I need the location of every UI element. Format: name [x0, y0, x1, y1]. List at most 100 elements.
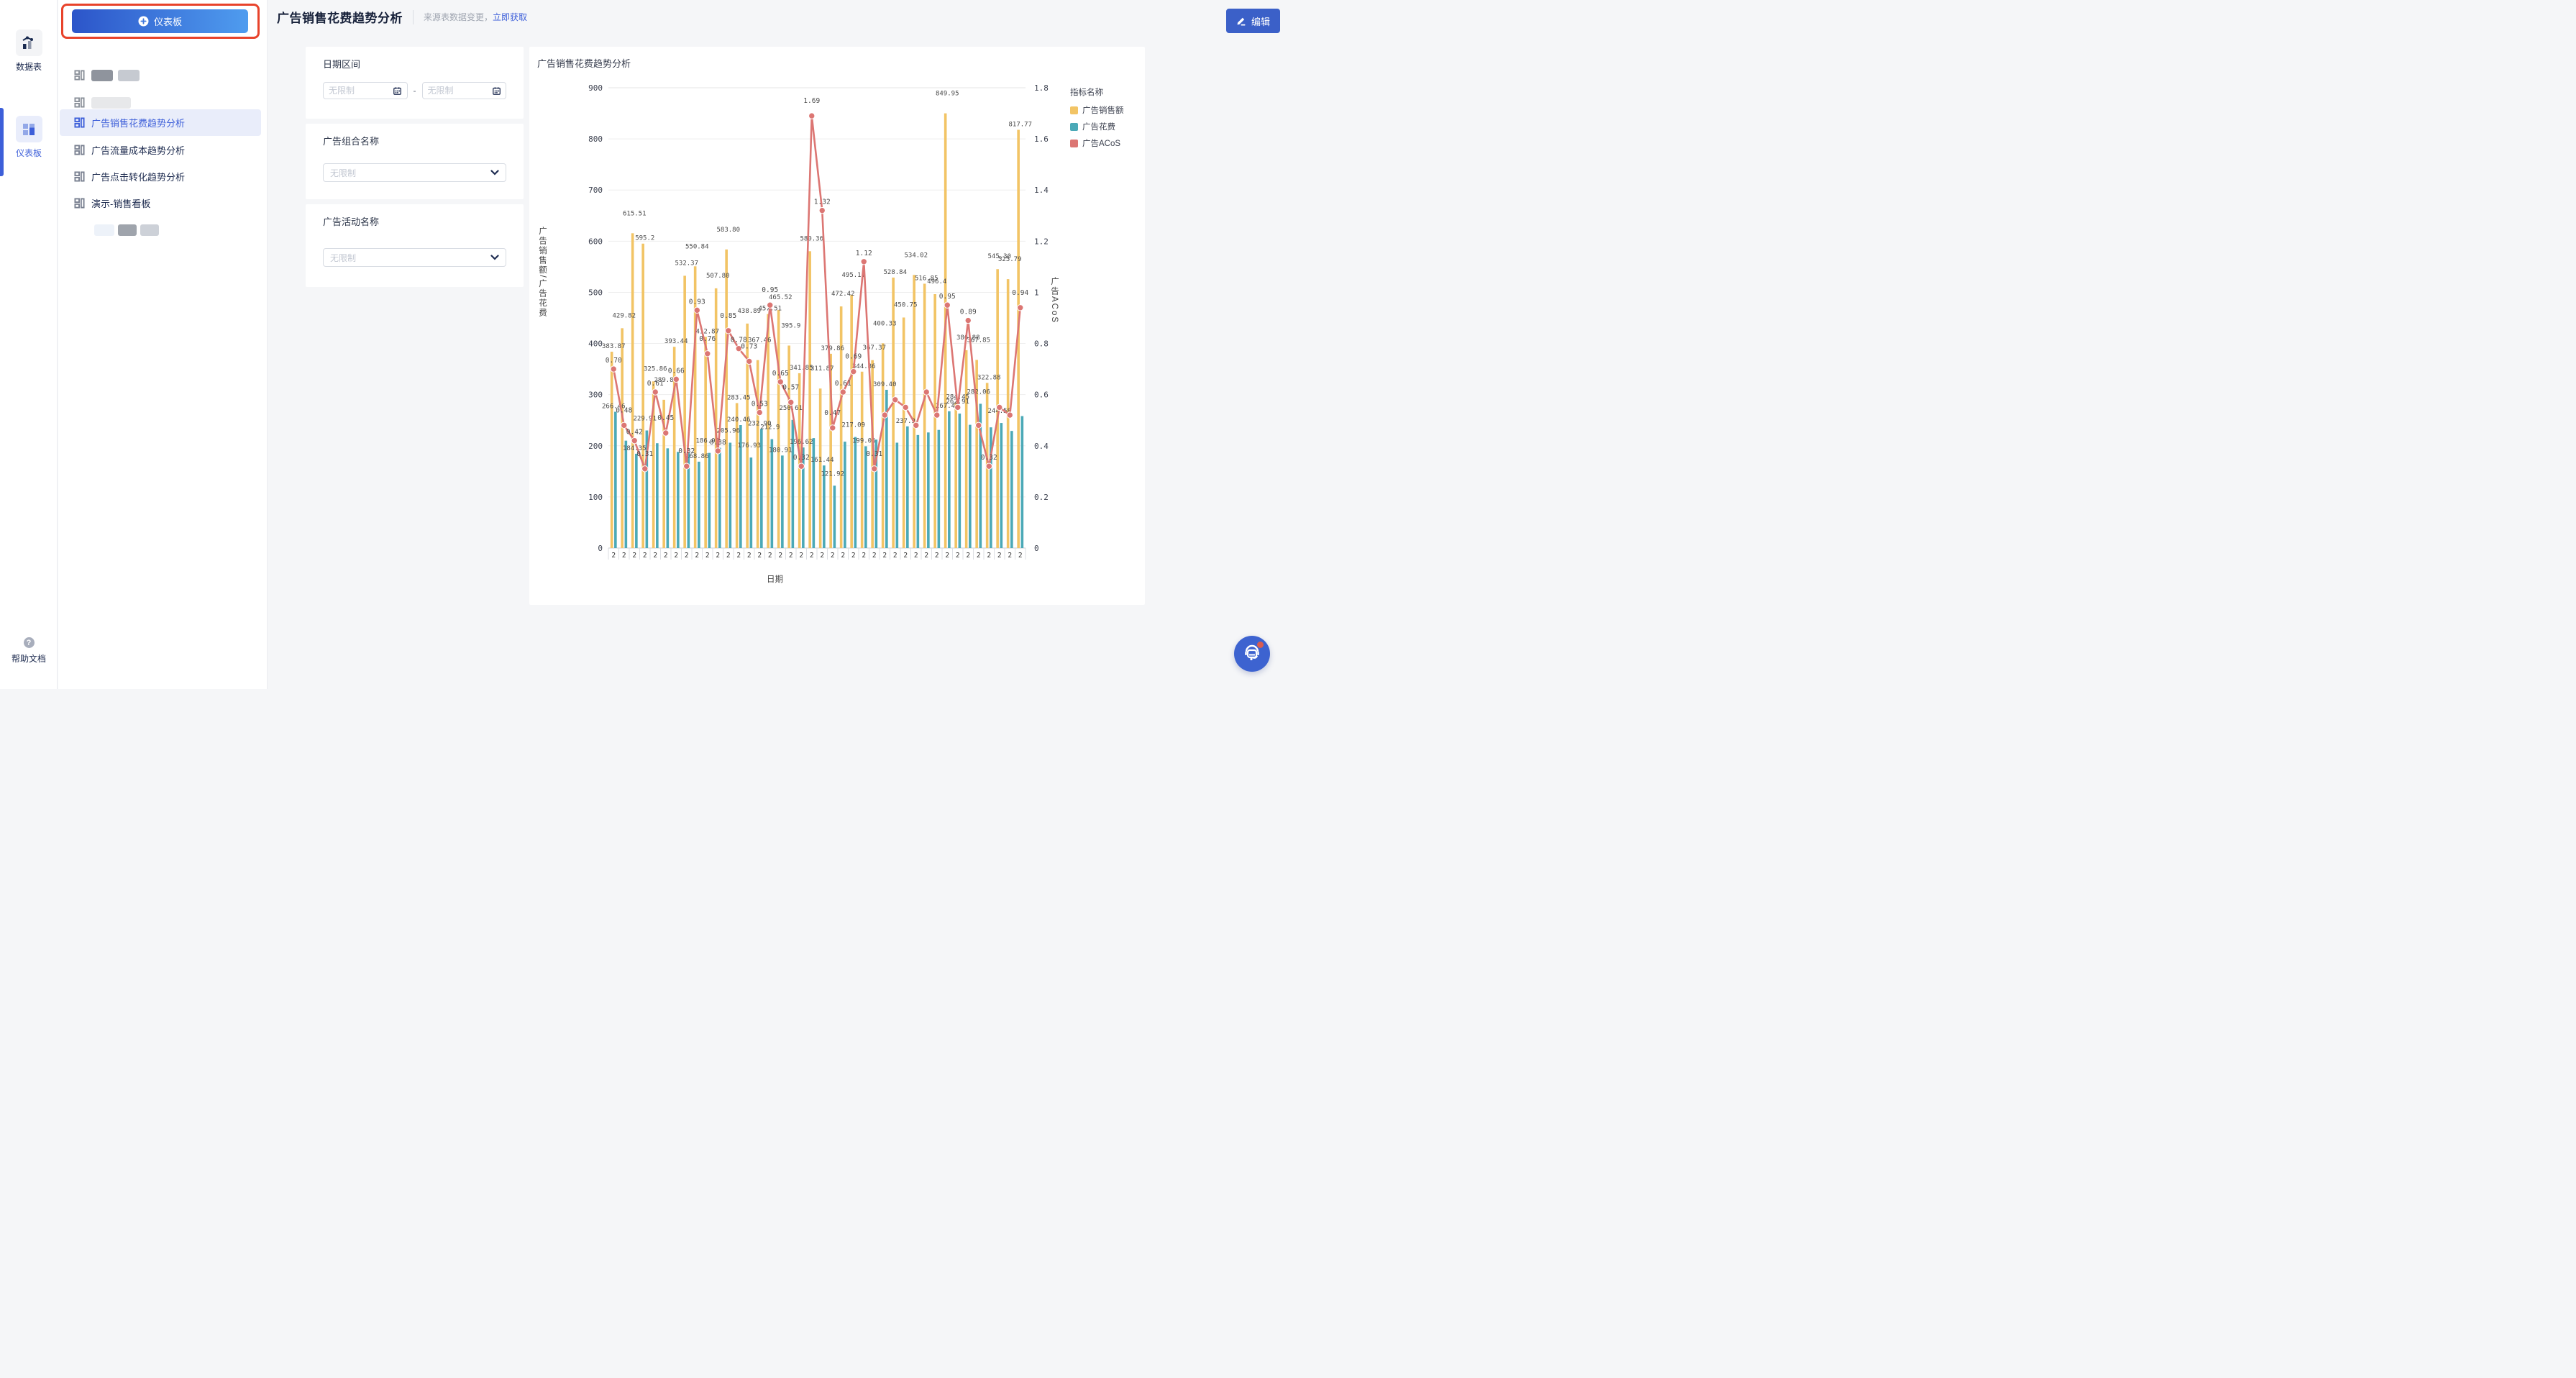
sales-bar[interactable]: [923, 283, 926, 548]
spend-bar[interactable]: [969, 424, 972, 548]
sidebar-item-redacted[interactable]: [60, 216, 261, 243]
acos-point[interactable]: [683, 462, 690, 470]
date-start-input[interactable]: [323, 82, 408, 99]
spend-bar[interactable]: [864, 446, 867, 548]
spend-bar[interactable]: [749, 457, 753, 548]
edit-button[interactable]: 编辑: [1225, 9, 1280, 33]
sales-bar[interactable]: [829, 353, 832, 548]
sales-bar[interactable]: [954, 402, 957, 548]
spend-bar[interactable]: [937, 429, 941, 548]
sales-bar[interactable]: [610, 352, 613, 548]
rail-item-help-docs[interactable]: ? 帮助文档: [0, 637, 58, 665]
sales-bar[interactable]: [735, 403, 739, 548]
sales-bar[interactable]: [839, 306, 843, 548]
acos-point[interactable]: [672, 375, 680, 383]
fetch-now-link[interactable]: 立即获取: [493, 12, 528, 22]
sales-bar[interactable]: [787, 345, 790, 548]
sidebar-item-demo-sales-board[interactable]: 演示-销售看板: [60, 190, 261, 216]
sidebar-item-ad-traffic-cost-trend[interactable]: 广告流量成本趋势分析: [60, 137, 261, 163]
sales-bar[interactable]: [652, 381, 655, 548]
sales-bar[interactable]: [892, 277, 895, 548]
acos-point[interactable]: [746, 357, 753, 365]
spend-bar[interactable]: [781, 455, 784, 548]
sales-bar[interactable]: [683, 275, 686, 548]
spend-bar[interactable]: [624, 440, 628, 548]
rail-item-dashboards[interactable]: 仪表板: [0, 116, 58, 159]
spend-bar[interactable]: [895, 442, 899, 548]
sales-bar[interactable]: [641, 243, 644, 548]
acos-point[interactable]: [725, 327, 732, 334]
spend-bar[interactable]: [1010, 431, 1013, 548]
acos-point[interactable]: [1006, 411, 1013, 419]
acos-point[interactable]: [777, 378, 784, 385]
spend-bar[interactable]: [739, 425, 742, 548]
spend-bar[interactable]: [791, 419, 795, 548]
sales-bar[interactable]: [964, 350, 968, 548]
acos-point[interactable]: [881, 411, 888, 419]
spend-bar[interactable]: [687, 452, 690, 548]
spend-bar[interactable]: [885, 389, 888, 548]
acos-point[interactable]: [1017, 304, 1024, 311]
spend-bar[interactable]: [666, 448, 670, 548]
legend-item[interactable]: 广告花费: [1070, 121, 1142, 132]
acos-point[interactable]: [641, 465, 649, 473]
sales-bar[interactable]: [714, 288, 718, 548]
spend-bar[interactable]: [1000, 423, 1003, 548]
sales-bar[interactable]: [913, 275, 915, 548]
spend-bar[interactable]: [844, 442, 846, 548]
legend-item[interactable]: 广告销售额: [1070, 104, 1142, 116]
acos-point[interactable]: [923, 388, 930, 396]
sidebar-item-ad-click-conversion-trend[interactable]: 广告点击转化趋势分析: [60, 163, 261, 190]
spend-bar[interactable]: [990, 427, 992, 548]
sales-bar[interactable]: [777, 309, 780, 548]
acos-point[interactable]: [693, 306, 700, 314]
acos-point[interactable]: [767, 301, 774, 309]
acos-point[interactable]: [610, 365, 617, 373]
spend-bar[interactable]: [979, 403, 982, 548]
sales-bar[interactable]: [704, 337, 707, 548]
acos-point[interactable]: [954, 403, 962, 411]
spend-bar[interactable]: [614, 411, 617, 548]
acos-point[interactable]: [985, 462, 992, 470]
acos-point[interactable]: [944, 301, 951, 309]
acos-point[interactable]: [913, 421, 920, 429]
sidebar-item-ad-sales-spend-trend[interactable]: 广告销售花费趋势分析: [60, 109, 261, 136]
sales-bar[interactable]: [975, 360, 978, 548]
sales-bar[interactable]: [860, 371, 864, 548]
acos-point[interactable]: [860, 258, 867, 265]
customer-service-chat-button[interactable]: [1234, 636, 1270, 672]
acos-point[interactable]: [892, 396, 899, 403]
acos-point[interactable]: [964, 316, 972, 324]
sales-bar[interactable]: [767, 314, 769, 548]
legend-item[interactable]: 广告ACoS: [1070, 137, 1142, 149]
acos-point[interactable]: [756, 409, 763, 416]
spend-bar[interactable]: [927, 432, 930, 548]
acos-point[interactable]: [787, 398, 795, 406]
spend-bar[interactable]: [656, 443, 659, 548]
acos-point[interactable]: [662, 429, 670, 437]
sales-bar[interactable]: [902, 317, 905, 548]
sales-bar[interactable]: [672, 347, 676, 548]
spend-bar[interactable]: [916, 434, 920, 548]
sales-bar[interactable]: [631, 233, 634, 548]
rail-item-data-tables[interactable]: 数据表: [0, 29, 58, 73]
spend-bar[interactable]: [760, 429, 763, 548]
date-start-field[interactable]: [329, 86, 391, 96]
spend-bar[interactable]: [812, 438, 816, 548]
date-end-field[interactable]: [427, 86, 490, 96]
acos-point[interactable]: [996, 403, 1003, 411]
spend-bar[interactable]: [645, 430, 649, 548]
spend-bar[interactable]: [854, 437, 857, 548]
new-dashboard-button[interactable]: 仪表板: [72, 9, 248, 33]
acos-point[interactable]: [621, 421, 628, 429]
acos-point[interactable]: [871, 465, 878, 473]
sales-bar[interactable]: [725, 249, 728, 548]
spend-bar[interactable]: [770, 439, 774, 548]
spend-bar[interactable]: [635, 453, 638, 548]
acos-point[interactable]: [829, 424, 836, 432]
portfolio-select[interactable]: 无限制: [323, 163, 506, 182]
spend-bar[interactable]: [729, 442, 732, 548]
spend-bar[interactable]: [948, 411, 951, 548]
calendar-icon[interactable]: [493, 86, 501, 96]
sales-bar[interactable]: [756, 360, 759, 548]
